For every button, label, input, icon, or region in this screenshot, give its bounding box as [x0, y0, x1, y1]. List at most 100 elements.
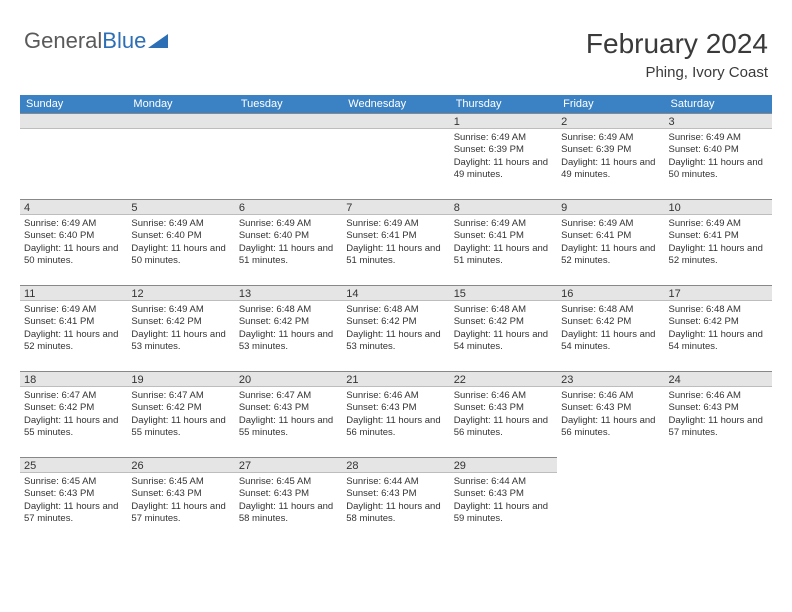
weekday-header: Sunday: [20, 95, 127, 113]
day-body: Sunrise: 6:45 AMSunset: 6:43 PMDaylight:…: [235, 473, 342, 527]
day-number: 1: [450, 113, 557, 129]
day-body: Sunrise: 6:46 AMSunset: 6:43 PMDaylight:…: [665, 387, 772, 441]
calendar-cell: 18Sunrise: 6:47 AMSunset: 6:42 PMDayligh…: [20, 371, 127, 457]
day-number: 8: [450, 199, 557, 215]
day-body: Sunrise: 6:47 AMSunset: 6:42 PMDaylight:…: [20, 387, 127, 441]
day-number: 11: [20, 285, 127, 301]
day-number: 3: [665, 113, 772, 129]
calendar-cell: 21Sunrise: 6:46 AMSunset: 6:43 PMDayligh…: [342, 371, 449, 457]
day-number: 4: [20, 199, 127, 215]
brand-logo: GeneralBlue: [24, 28, 170, 54]
calendar-cell: 15Sunrise: 6:48 AMSunset: 6:42 PMDayligh…: [450, 285, 557, 371]
page-title: February 2024: [586, 28, 768, 60]
day-number: 23: [557, 371, 664, 387]
calendar-cell: 24Sunrise: 6:46 AMSunset: 6:43 PMDayligh…: [665, 371, 772, 457]
calendar-cell: 13Sunrise: 6:48 AMSunset: 6:42 PMDayligh…: [235, 285, 342, 371]
brand-part2: Blue: [102, 28, 146, 54]
day-body: Sunrise: 6:48 AMSunset: 6:42 PMDaylight:…: [235, 301, 342, 355]
weekday-header: Monday: [127, 95, 234, 113]
day-number: 16: [557, 285, 664, 301]
day-body: Sunrise: 6:49 AMSunset: 6:41 PMDaylight:…: [450, 215, 557, 269]
day-number: 5: [127, 199, 234, 215]
weekday-header: Thursday: [450, 95, 557, 113]
calendar-cell: 9Sunrise: 6:49 AMSunset: 6:41 PMDaylight…: [557, 199, 664, 285]
calendar-cell: [342, 113, 449, 199]
day-body: Sunrise: 6:49 AMSunset: 6:40 PMDaylight:…: [20, 215, 127, 269]
calendar-cell: 28Sunrise: 6:44 AMSunset: 6:43 PMDayligh…: [342, 457, 449, 543]
day-number: 2: [557, 113, 664, 129]
calendar-cell: 27Sunrise: 6:45 AMSunset: 6:43 PMDayligh…: [235, 457, 342, 543]
day-number: 28: [342, 457, 449, 473]
day-body: Sunrise: 6:49 AMSunset: 6:42 PMDaylight:…: [127, 301, 234, 355]
day-number: 26: [127, 457, 234, 473]
day-body: Sunrise: 6:49 AMSunset: 6:41 PMDaylight:…: [557, 215, 664, 269]
day-body: Sunrise: 6:49 AMSunset: 6:41 PMDaylight:…: [342, 215, 449, 269]
day-body: Sunrise: 6:48 AMSunset: 6:42 PMDaylight:…: [450, 301, 557, 355]
day-body: Sunrise: 6:46 AMSunset: 6:43 PMDaylight:…: [342, 387, 449, 441]
day-body: Sunrise: 6:48 AMSunset: 6:42 PMDaylight:…: [557, 301, 664, 355]
calendar-cell: 7Sunrise: 6:49 AMSunset: 6:41 PMDaylight…: [342, 199, 449, 285]
day-number: 27: [235, 457, 342, 473]
calendar-cell: 16Sunrise: 6:48 AMSunset: 6:42 PMDayligh…: [557, 285, 664, 371]
calendar-cell: [665, 457, 772, 543]
day-number: 21: [342, 371, 449, 387]
calendar-cell: 1Sunrise: 6:49 AMSunset: 6:39 PMDaylight…: [450, 113, 557, 199]
day-number: 7: [342, 199, 449, 215]
day-number: 12: [127, 285, 234, 301]
day-body: Sunrise: 6:49 AMSunset: 6:40 PMDaylight:…: [127, 215, 234, 269]
day-body: Sunrise: 6:49 AMSunset: 6:39 PMDaylight:…: [450, 129, 557, 183]
day-body: Sunrise: 6:49 AMSunset: 6:40 PMDaylight:…: [235, 215, 342, 269]
calendar-cell: 6Sunrise: 6:49 AMSunset: 6:40 PMDaylight…: [235, 199, 342, 285]
calendar-table: SundayMondayTuesdayWednesdayThursdayFrid…: [20, 95, 772, 543]
day-number: 10: [665, 199, 772, 215]
day-number: 25: [20, 457, 127, 473]
calendar-cell: 25Sunrise: 6:45 AMSunset: 6:43 PMDayligh…: [20, 457, 127, 543]
day-body: Sunrise: 6:49 AMSunset: 6:40 PMDaylight:…: [665, 129, 772, 183]
day-body: Sunrise: 6:45 AMSunset: 6:43 PMDaylight:…: [127, 473, 234, 527]
calendar-cell: 4Sunrise: 6:49 AMSunset: 6:40 PMDaylight…: [20, 199, 127, 285]
calendar-cell: 20Sunrise: 6:47 AMSunset: 6:43 PMDayligh…: [235, 371, 342, 457]
brand-triangle-icon: [148, 32, 170, 50]
day-number: 6: [235, 199, 342, 215]
day-number: 22: [450, 371, 557, 387]
brand-part1: General: [24, 28, 102, 54]
day-body: Sunrise: 6:46 AMSunset: 6:43 PMDaylight:…: [450, 387, 557, 441]
day-body: Sunrise: 6:49 AMSunset: 6:39 PMDaylight:…: [557, 129, 664, 183]
day-number: 24: [665, 371, 772, 387]
day-number: 18: [20, 371, 127, 387]
day-body: Sunrise: 6:48 AMSunset: 6:42 PMDaylight:…: [342, 301, 449, 355]
day-number: 15: [450, 285, 557, 301]
day-number: 29: [450, 457, 557, 473]
day-body: Sunrise: 6:45 AMSunset: 6:43 PMDaylight:…: [20, 473, 127, 527]
day-body: Sunrise: 6:44 AMSunset: 6:43 PMDaylight:…: [450, 473, 557, 527]
empty-day-header: [235, 113, 342, 129]
day-number: 17: [665, 285, 772, 301]
weekday-header: Tuesday: [235, 95, 342, 113]
day-body: Sunrise: 6:47 AMSunset: 6:43 PMDaylight:…: [235, 387, 342, 441]
location-subtitle: Phing, Ivory Coast: [586, 64, 768, 81]
day-body: Sunrise: 6:48 AMSunset: 6:42 PMDaylight:…: [665, 301, 772, 355]
calendar-cell: 22Sunrise: 6:46 AMSunset: 6:43 PMDayligh…: [450, 371, 557, 457]
calendar-cell: 23Sunrise: 6:46 AMSunset: 6:43 PMDayligh…: [557, 371, 664, 457]
empty-day-header: [20, 113, 127, 129]
calendar-cell: 3Sunrise: 6:49 AMSunset: 6:40 PMDaylight…: [665, 113, 772, 199]
calendar-cell: 19Sunrise: 6:47 AMSunset: 6:42 PMDayligh…: [127, 371, 234, 457]
calendar-cell: [127, 113, 234, 199]
calendar-cell: [20, 113, 127, 199]
day-number: 19: [127, 371, 234, 387]
calendar-cell: 14Sunrise: 6:48 AMSunset: 6:42 PMDayligh…: [342, 285, 449, 371]
calendar-cell: [557, 457, 664, 543]
calendar-cell: 2Sunrise: 6:49 AMSunset: 6:39 PMDaylight…: [557, 113, 664, 199]
empty-day-header: [127, 113, 234, 129]
day-body: Sunrise: 6:44 AMSunset: 6:43 PMDaylight:…: [342, 473, 449, 527]
day-body: Sunrise: 6:46 AMSunset: 6:43 PMDaylight:…: [557, 387, 664, 441]
calendar-cell: 11Sunrise: 6:49 AMSunset: 6:41 PMDayligh…: [20, 285, 127, 371]
calendar-cell: 26Sunrise: 6:45 AMSunset: 6:43 PMDayligh…: [127, 457, 234, 543]
day-body: Sunrise: 6:49 AMSunset: 6:41 PMDaylight:…: [20, 301, 127, 355]
day-body: Sunrise: 6:47 AMSunset: 6:42 PMDaylight:…: [127, 387, 234, 441]
calendar-cell: [235, 113, 342, 199]
calendar-cell: 17Sunrise: 6:48 AMSunset: 6:42 PMDayligh…: [665, 285, 772, 371]
calendar-cell: 10Sunrise: 6:49 AMSunset: 6:41 PMDayligh…: [665, 199, 772, 285]
weekday-header: Wednesday: [342, 95, 449, 113]
day-number: 9: [557, 199, 664, 215]
